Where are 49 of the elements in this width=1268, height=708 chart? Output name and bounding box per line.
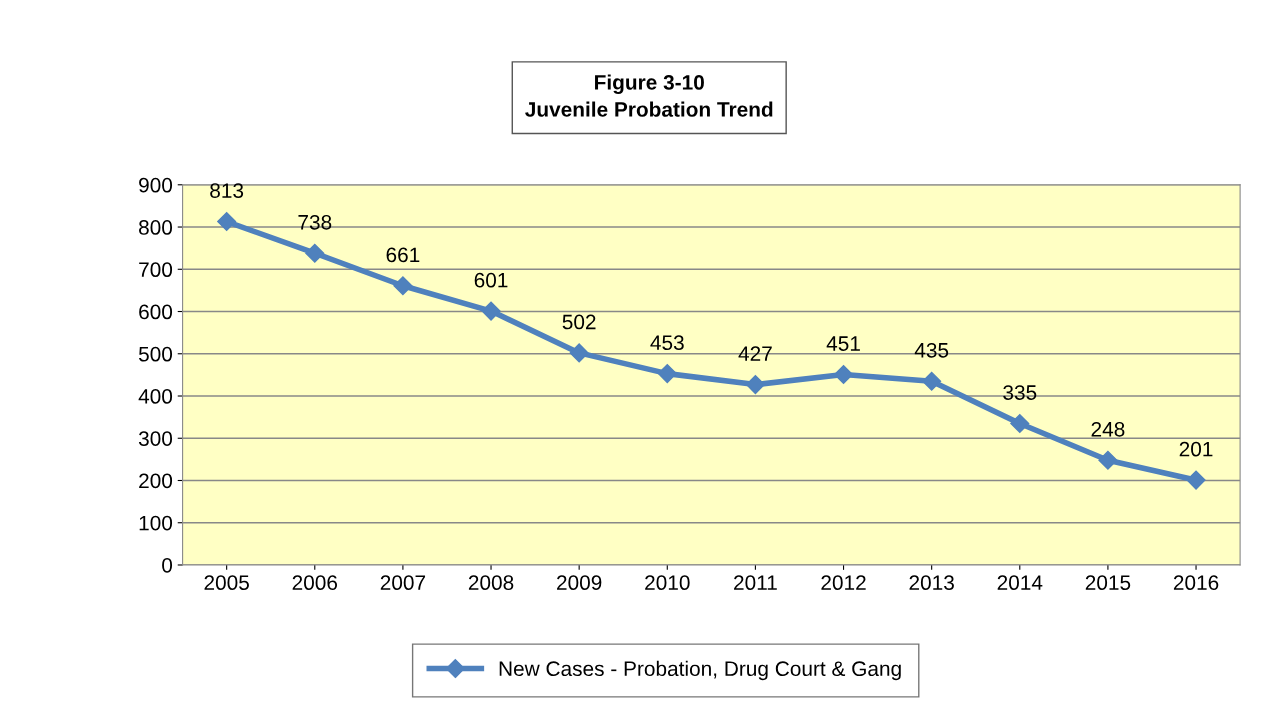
- data-label: 335: [1003, 385, 1037, 400]
- point: [745, 375, 765, 395]
- y-tick-label: 300: [138, 431, 173, 447]
- point: [834, 364, 854, 384]
- data-label: 661: [386, 247, 420, 263]
- x-tick-label: 2007: [380, 575, 426, 591]
- data-label: 738: [298, 214, 332, 230]
- data-label: 248: [1091, 421, 1125, 437]
- y-tick-label: 200: [139, 473, 173, 489]
- x-tick-label: 2016: [1173, 575, 1219, 591]
- data-label: 451: [826, 336, 860, 351]
- y-tick-label: 900: [139, 177, 173, 193]
- point: [1098, 450, 1118, 470]
- y-tick-label: 100: [139, 515, 173, 531]
- point: [481, 301, 501, 321]
- y-tick-label: 700: [139, 262, 173, 278]
- data-label: 502: [562, 314, 596, 330]
- data-label: 813: [210, 183, 244, 198]
- y-tick-label: 600: [139, 304, 173, 320]
- point: [657, 364, 677, 384]
- point: [1010, 413, 1030, 434]
- point: [922, 371, 942, 391]
- y-tick-label: 800: [139, 220, 173, 235]
- chart-title: Figure 3-10: [595, 74, 704, 94]
- legend-label: New Cases - Probation, Drug Court & Gang: [499, 660, 901, 681]
- data-label: 601: [474, 272, 508, 288]
- x-tick-label: 2011: [734, 575, 777, 591]
- data-label: 427: [738, 346, 772, 361]
- point: [1186, 470, 1206, 490]
- point: [217, 212, 237, 232]
- data-label: 453: [650, 335, 684, 351]
- point: [305, 243, 325, 263]
- y-tick-label: 500: [138, 346, 173, 362]
- data-label: 435: [914, 342, 949, 358]
- data-label: 201: [1179, 441, 1213, 457]
- chart-subtitle: Juvenile Probation Trend: [525, 101, 773, 117]
- x-tick-label: 2013: [909, 575, 954, 591]
- point: [393, 276, 413, 296]
- x-tick-label: 2006: [292, 575, 338, 591]
- y-tick-label: 0: [162, 557, 173, 573]
- x-tick-label: 2014: [997, 575, 1043, 591]
- point: [569, 343, 589, 363]
- x-tick-label: 2012: [821, 575, 866, 591]
- x-tick-label: 2005: [204, 575, 249, 591]
- x-tick-label: 2008: [468, 575, 514, 591]
- x-tick-label: 2009: [557, 575, 602, 591]
- y-tick-label: 400: [138, 389, 173, 404]
- x-tick-label: 2010: [645, 575, 690, 591]
- x-tick-label: 2015: [1085, 575, 1131, 591]
